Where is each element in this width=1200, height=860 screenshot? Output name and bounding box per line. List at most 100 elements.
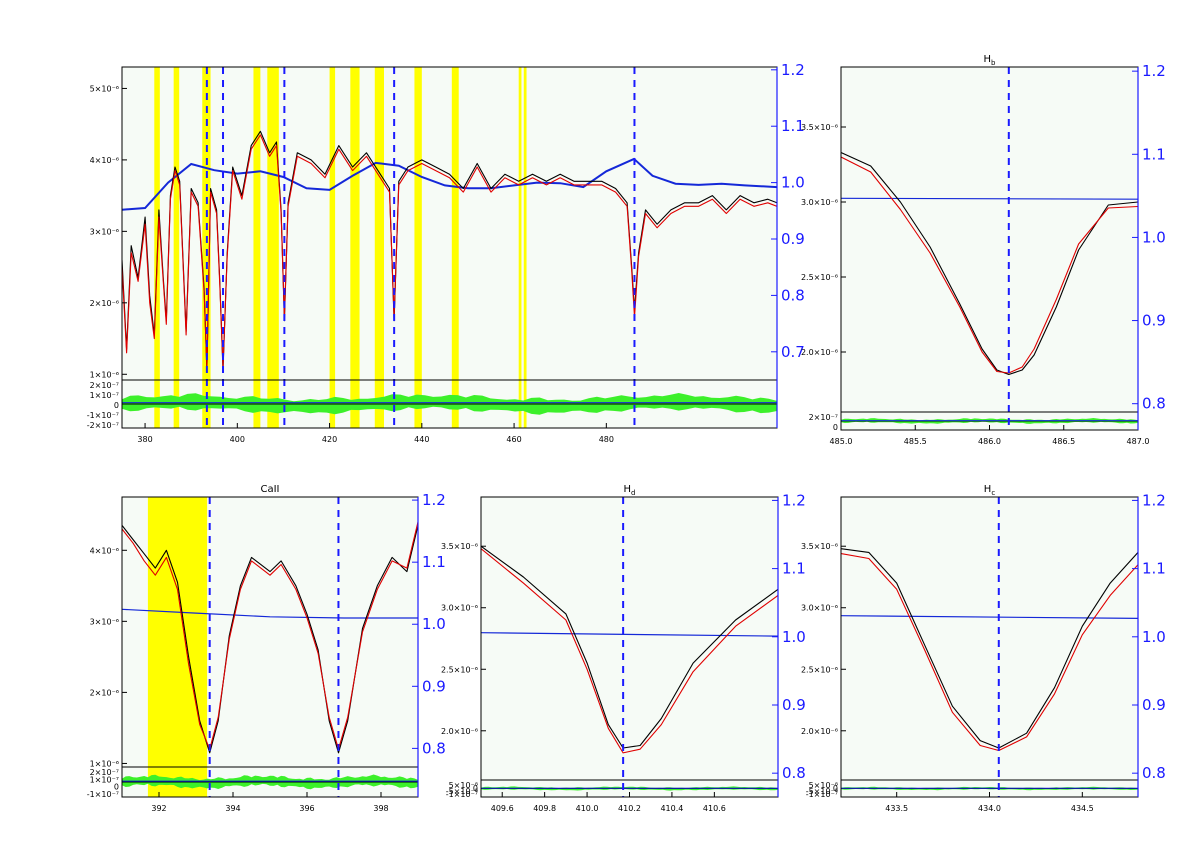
- plot-background: [841, 497, 1138, 797]
- y2-tick-label: 1.0: [1142, 628, 1166, 646]
- y2-tick-label: 1.1: [781, 117, 805, 135]
- x-tick-label: 487.0: [1127, 437, 1150, 446]
- y-tick-label: 5×10⁻⁶: [90, 84, 119, 93]
- continuum-line: [841, 615, 1138, 619]
- y2-tick-label: 1.1: [1142, 145, 1166, 163]
- y2-tick-label: 0.9: [1142, 696, 1166, 714]
- model-spectrum-line: [481, 548, 778, 754]
- continuum-line: [481, 632, 778, 637]
- masked-region: [173, 67, 180, 428]
- y2-tick-label: 0.9: [1142, 312, 1166, 330]
- y-tick-label: 2×10⁻⁶: [90, 688, 119, 697]
- residual-tick-label: 1×10⁻⁷: [90, 391, 119, 400]
- panel-title-text: CaII: [260, 484, 279, 495]
- y2-tick-label: 1.1: [422, 553, 446, 571]
- plot-area: [122, 497, 418, 797]
- y-tick-label: 3.5×10⁻⁶: [801, 542, 838, 551]
- panel-h-beta: 485.0 485.5 486.0 486.5 487.0 2.0×10⁻⁶ 2.5×10⁻…: [801, 54, 1166, 446]
- x-tick-label: 460: [506, 435, 521, 444]
- panel-title-subscript: d: [631, 489, 635, 497]
- y2-tick-label: 1.2: [422, 491, 446, 509]
- residual-tick-label: -1×10⁻⁷: [446, 790, 478, 799]
- x-tick-label: 420: [322, 435, 337, 444]
- plot-area: [841, 497, 1138, 797]
- y-tick-label: 2.0×10⁻⁶: [441, 727, 478, 736]
- continuum-line: [841, 197, 1138, 200]
- residual-tick-label: 0: [833, 784, 838, 793]
- x-tick-label: 485.0: [830, 437, 853, 446]
- panel-title-subscript: c: [991, 489, 995, 497]
- continuum-line: [122, 157, 777, 211]
- masked-region: [414, 67, 422, 428]
- panel-h-gamma: 433.5 434.0 434.5 2.0×10⁻⁶ 2.5×10⁻⁶ 3.0×10⁻⁶ 3…: [801, 484, 1166, 813]
- x-tick-label: 440: [414, 435, 429, 444]
- y2-tick-label: 0.8: [781, 286, 805, 304]
- masked-region: [523, 67, 527, 428]
- y-tick-label: 2×10⁻⁶: [90, 299, 119, 308]
- y-tick-label: 2.0×10⁻⁶: [801, 727, 838, 736]
- y2-tick-label: 1.2: [1142, 491, 1166, 509]
- x-tick-label: 410.2: [618, 804, 641, 813]
- model-spectrum-line: [122, 521, 418, 750]
- plot-background: [841, 67, 1138, 430]
- x-tick-label: 486.5: [1052, 437, 1075, 446]
- y2-tick-label: 0.9: [422, 677, 446, 695]
- y2-tick-label: 0.7: [781, 343, 805, 361]
- masked-region: [350, 67, 360, 428]
- residual-tick-label: -1×10⁻⁷: [87, 790, 119, 799]
- residual-tick-label: 5×10⁻⁸: [809, 781, 838, 790]
- residual-tick-label: -5×10⁻⁸: [806, 787, 838, 796]
- masked-region: [451, 67, 459, 428]
- x-tick-label: 409.8: [533, 804, 556, 813]
- panel-title-text: H: [624, 484, 632, 495]
- y2-tick-label: 0.8: [1142, 395, 1166, 413]
- plot-area: [122, 67, 777, 428]
- residual-tick-label: -1×10⁻⁷: [806, 790, 838, 799]
- x-tick-label: 434.0: [978, 804, 1001, 813]
- model-spectrum-line: [841, 553, 1138, 752]
- x-tick-label: 410.4: [660, 804, 683, 813]
- masked-region: [374, 67, 384, 428]
- y2-tick-label: 0.8: [422, 739, 446, 757]
- x-tick-label: 398: [373, 804, 388, 813]
- panel-title: Hd: [624, 484, 636, 497]
- residual-tick-label: 2×10⁻⁷: [809, 413, 838, 422]
- x-tick-label: 480: [599, 435, 614, 444]
- continuum-line: [122, 608, 418, 619]
- x-tick-label: 394: [225, 804, 240, 813]
- y-tick-label: 1×10⁻⁶: [90, 370, 119, 379]
- panel-title: CaII: [260, 484, 279, 495]
- y2-tick-label: 1.1: [1142, 560, 1166, 578]
- x-tick-label: 410.0: [576, 804, 599, 813]
- masked-region: [253, 67, 261, 428]
- x-tick-label: 486.0: [978, 437, 1001, 446]
- panel-ca-ii: 392 394 396 398 1×10⁻⁶ 2×10⁻⁶ 3×10⁻⁶ 4×10⁻⁶ 0.8 0…: [87, 484, 446, 813]
- masked-region: [267, 67, 279, 428]
- x-tick-label: 400: [230, 435, 245, 444]
- model-spectrum-line: [841, 156, 1138, 374]
- residual-tick-label: -1×10⁻⁷: [87, 411, 119, 420]
- y-tick-label: 4×10⁻⁶: [90, 156, 119, 165]
- y2-tick-label: 1.2: [782, 491, 806, 509]
- y-tick-label: 1×10⁻⁶: [90, 759, 119, 768]
- residual-tick-label: 2×10⁻⁷: [90, 381, 119, 390]
- x-tick-label: 409.6: [491, 804, 514, 813]
- y-tick-label: 3.0×10⁻⁶: [801, 604, 838, 613]
- y2-tick-label: 1.1: [782, 560, 806, 578]
- masked-region: [329, 67, 336, 428]
- panel-h-delta: 409.6 409.8 410.0 410.2 410.4 410.6 2.0×10⁻⁶ 2.…: [441, 484, 806, 813]
- masked-region: [147, 497, 208, 797]
- x-tick-label: 410.6: [703, 804, 726, 813]
- plot-background: [122, 67, 777, 428]
- residual-tick-label: 0: [114, 401, 119, 410]
- x-tick-label: 380: [137, 435, 152, 444]
- panel-title-text: H: [984, 54, 992, 65]
- plot-area: [841, 67, 1138, 430]
- x-tick-label: 434.5: [1071, 804, 1094, 813]
- y2-tick-label: 0.9: [782, 696, 806, 714]
- masked-region: [202, 67, 211, 428]
- residual-tick-label: 0: [833, 423, 838, 432]
- y-tick-label: 3×10⁻⁶: [90, 617, 119, 626]
- residual-tick-label: 0: [114, 783, 119, 792]
